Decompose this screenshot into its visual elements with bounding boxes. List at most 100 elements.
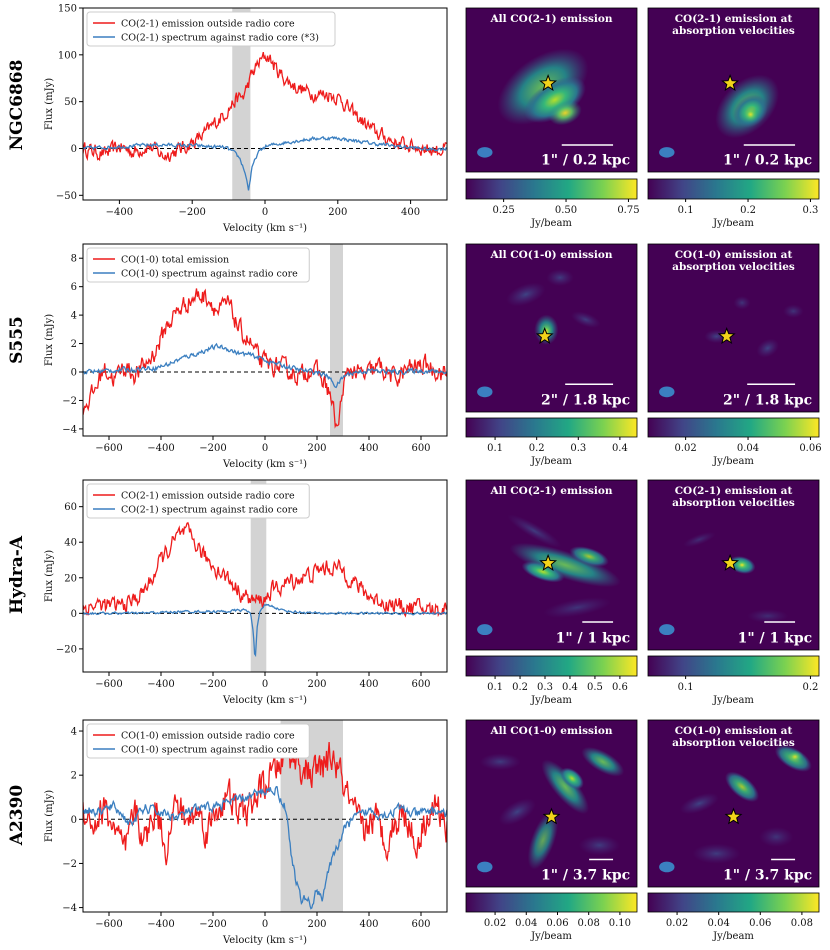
map-title: All CO(1-0) emission: [489, 249, 612, 261]
colorbar-label: Jy/beam: [712, 695, 754, 706]
colorbar-label: Jy/beam: [712, 931, 754, 942]
map-frame: [465, 479, 638, 651]
legend: CO(1-0) total emission CO(1-0) spectrum a…: [86, 247, 310, 283]
colorbar-tick-label: 0.02: [484, 918, 506, 929]
colorbar: [647, 655, 820, 677]
emission-blob: [523, 76, 586, 124]
y-axis-label: Flux (mJy): [44, 78, 55, 130]
map-title: absorption velocities: [672, 261, 795, 273]
legend: CO(2-1) emission outside radio core CO(2-…: [86, 11, 336, 47]
colorbar-tick-label: 0.3: [802, 205, 818, 216]
colorbar-tick-label: 0.2: [802, 682, 818, 693]
emission-blob: [507, 514, 562, 548]
emission-blob: [692, 843, 741, 864]
y-tick-label: 150: [58, 4, 77, 15]
x-tick-label: −200: [199, 919, 226, 930]
colorbar-tick-label: 0.2: [529, 443, 545, 454]
colorbar-tick-label: 0.06: [749, 918, 771, 929]
y-tick-label: 8: [71, 254, 77, 265]
emission-image: [497, 48, 589, 126]
emission-blob: [679, 792, 719, 815]
x-tick-label: 200: [307, 679, 326, 690]
emission-blob: [735, 559, 749, 571]
row-label-ngc6868: NGC6868: [7, 60, 27, 151]
map-background: [466, 720, 637, 887]
emission-blob: [506, 282, 546, 307]
map-panel-0: All CO(2-1) emission 1" / 0.2 kpc 0.25 0.50…: [465, 7, 640, 229]
spectrum-panel-0: −400 −200 0 200 400 −50 0 50 100 150 Velocity (km …: [44, 4, 448, 234]
row-label-a2390: A2390: [7, 785, 27, 847]
series-line-blue: [83, 342, 447, 389]
colorbar-label: Jy/beam: [712, 456, 754, 467]
emission-blob: [747, 609, 789, 623]
scale-label: 1" / 3.7 kpc: [541, 867, 630, 883]
emission-blob: [541, 759, 589, 815]
emission-blob: [498, 798, 536, 826]
y-tick-label: 50: [64, 97, 77, 108]
scale-label: 1" / 0.2 kpc: [723, 153, 812, 169]
x-tick-label: 400: [401, 207, 420, 218]
x-tick-label: −600: [95, 443, 122, 454]
x-tick-label: 200: [307, 443, 326, 454]
absorption-band: [232, 8, 251, 200]
map-frame: [647, 719, 820, 888]
colorbar-tick-label: 0.1: [487, 682, 503, 693]
x-tick-label: 600: [411, 443, 430, 454]
emission-blob: [571, 311, 601, 328]
absorption-band: [330, 244, 343, 436]
x-tick-label: 400: [359, 443, 378, 454]
colorbar-tick-label: 0.1: [678, 205, 694, 216]
y-tick-label: 100: [58, 50, 77, 61]
y-axis-label: Flux (mJy): [44, 790, 55, 842]
x-tick-label: 0: [262, 679, 268, 690]
radio-core-star: [721, 553, 740, 571]
x-axis-label: Velocity (km s⁻¹): [222, 459, 307, 470]
emission-blob: [733, 296, 751, 310]
colorbar-tick-label: 0.02: [666, 918, 688, 929]
emission-blob: [546, 269, 574, 286]
radio-core-star: [717, 327, 736, 345]
emission-blob: [479, 753, 521, 771]
colorbar-tick-label: 0.10: [609, 918, 631, 929]
legend-box: [86, 11, 336, 47]
emission-blob: [725, 771, 760, 803]
emission-blob: [560, 767, 584, 790]
legend-entry: CO(1-0) spectrum against radio core: [121, 745, 298, 756]
y-tick-label: −2: [62, 396, 77, 407]
colorbar-tick-label: 0.1: [678, 682, 694, 693]
colorbar-tick-label: 0.5: [587, 682, 603, 693]
colorbar-tick-label: 0.3: [537, 682, 553, 693]
x-tick-label: −600: [95, 919, 122, 930]
x-tick-label: −400: [106, 207, 133, 218]
map-frame: [465, 719, 638, 888]
scale-label: 2" / 1.8 kpc: [723, 392, 812, 408]
x-tick-label: 200: [307, 919, 326, 930]
colorbar-tick-label: 0.1: [487, 443, 503, 454]
legend: CO(2-1) emission outside radio core CO(2-…: [86, 483, 310, 519]
colorbar-tick-label: 0.6: [612, 682, 628, 693]
map-title: absorption velocities: [672, 497, 795, 509]
y-tick-label: 2: [71, 771, 77, 782]
series-line-blue: [83, 135, 447, 191]
x-axis-label: Velocity (km s⁻¹): [222, 223, 307, 234]
scale-label: 1" / 1 kpc: [556, 630, 631, 646]
series-line-red: [83, 288, 447, 429]
emission-blob: [786, 750, 804, 764]
radio-core-star: [539, 73, 558, 92]
legend-entry: CO(1-0) emission outside radio core: [121, 731, 295, 742]
x-tick-label: −600: [95, 679, 122, 690]
legend: CO(1-0) emission outside radio core CO(1-…: [86, 723, 310, 759]
colorbar-tick-label: 0.4: [612, 443, 628, 454]
colorbar: [647, 178, 820, 200]
colorbar-label: Jy/beam: [530, 456, 572, 467]
colorbar-tick-label: 0.08: [791, 918, 813, 929]
scale-label: 2" / 1.8 kpc: [541, 392, 630, 408]
x-tick-label: −400: [147, 679, 174, 690]
y-tick-label: 4: [71, 727, 77, 738]
scale-label: 1" / 3.7 kpc: [723, 867, 812, 883]
